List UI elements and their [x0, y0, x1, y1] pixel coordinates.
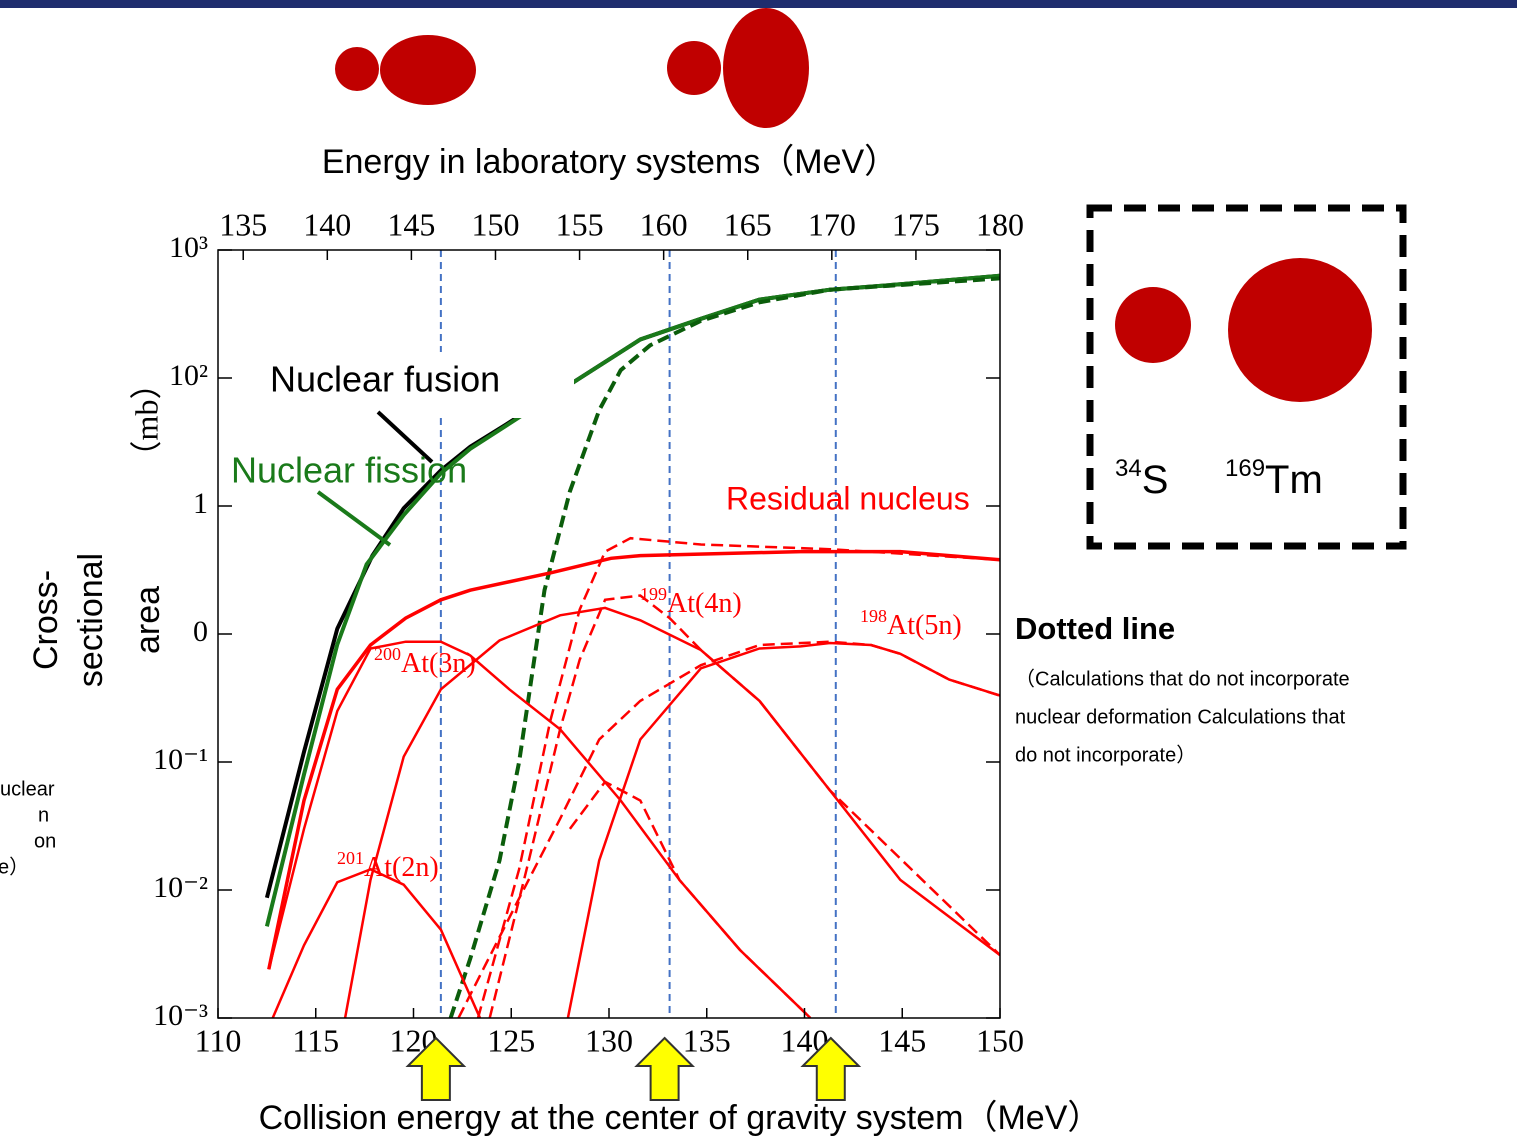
isotope-label: 199At(4n) — [640, 584, 742, 619]
mass-number: 201 — [337, 848, 364, 868]
isotope-name: At(2n) — [364, 852, 439, 883]
y-axis-title-part: Cross- — [27, 570, 65, 670]
x-axis-title: Collision energy at the center of gravit… — [259, 1099, 1102, 1137]
series-line — [269, 642, 811, 1018]
x2-tick-label: 150 — [471, 206, 519, 242]
x-tick-label: 145 — [878, 1022, 926, 1058]
isotope-name: At(4n) — [667, 588, 742, 619]
chart-title: Energy in laboratory systems（MeV） — [322, 143, 898, 181]
residual-label: Residual nucleus — [726, 480, 970, 516]
note-title: Dotted line — [1015, 611, 1175, 646]
nucleus-icon — [723, 8, 809, 128]
y-tick-label: 10⁻² — [153, 871, 208, 904]
pointer — [318, 492, 390, 545]
x2-tick-label: 170 — [808, 206, 856, 242]
element: S — [1142, 458, 1169, 502]
series-line — [568, 643, 1000, 1018]
cropped-line: uclear — [0, 778, 55, 800]
series-line — [459, 642, 1001, 1018]
nucleus-icon — [667, 41, 721, 95]
isotope-label: 201At(2n) — [337, 848, 439, 883]
x2-tick-label: 165 — [724, 206, 772, 242]
target-icon — [1228, 258, 1372, 402]
y-tick-label: 10⁻³ — [153, 999, 208, 1032]
isotope-label: 198At(5n) — [860, 606, 962, 641]
element: Tm — [1265, 458, 1323, 502]
series-line — [273, 869, 480, 1018]
y-tick-label: 10² — [169, 359, 208, 392]
isotope-label: 200At(3n) — [374, 644, 476, 679]
isotope-name: At(5n) — [887, 610, 962, 641]
nucleus-icon — [335, 47, 379, 91]
y-tick-label: 1 — [193, 487, 208, 520]
y-axis-title-part: （mb） — [128, 368, 164, 473]
y-tick-label: 10⁻¹ — [153, 743, 208, 776]
note-line: （Calculations that do not incorporate — [1015, 667, 1350, 690]
x-tick-label: 135 — [683, 1022, 731, 1058]
mass-number: 200 — [374, 644, 401, 664]
cropped-text: uclear n on e） — [0, 778, 56, 878]
mass-number: 34 — [1115, 455, 1142, 482]
x2-tick-label: 160 — [640, 206, 688, 242]
target-label: 169Tm — [1225, 455, 1323, 501]
series-line — [570, 782, 811, 1018]
y-tick-label: 10³ — [169, 231, 208, 264]
y-axis-title: Cross- sectional area （mb） — [27, 368, 167, 688]
x-tick-label: 125 — [487, 1022, 535, 1058]
y-axis-title-part: sectional — [72, 553, 110, 687]
cropped-line: e） — [0, 855, 29, 878]
cropped-line: n — [38, 804, 49, 826]
mass-number: 198 — [860, 606, 887, 626]
projectile-icon — [1115, 287, 1191, 363]
note-line: do not incorporate） — [1015, 743, 1196, 766]
isotope-name: At(3n) — [401, 648, 476, 679]
chart: Energy in laboratory systems（MeV） Collis… — [0, 0, 1517, 1143]
x2-tick-label: 140 — [303, 206, 351, 242]
x-tick-label: 115 — [292, 1022, 339, 1058]
nucleus-icon — [380, 35, 476, 105]
top-bar — [0, 0, 1517, 8]
fission-label: Nuclear fission — [231, 450, 467, 491]
mass-number: 199 — [640, 584, 667, 604]
cropped-line: on — [34, 830, 56, 852]
y-tick-label: 0 — [193, 615, 208, 648]
projectile-label: 34S — [1115, 455, 1168, 501]
note-line: nuclear deformation Calculations that — [1015, 706, 1346, 728]
fusion-label: Nuclear fusion — [270, 359, 500, 400]
x2-tick-label: 135 — [219, 206, 267, 242]
y-axis-title-part: area — [129, 586, 167, 654]
x2-tick-label: 180 — [976, 206, 1024, 242]
x-tick-label: 150 — [976, 1022, 1024, 1058]
x2-tick-label: 145 — [387, 206, 435, 242]
x2-tick-label: 155 — [556, 206, 604, 242]
mass-number: 169 — [1225, 455, 1265, 482]
x-tick-label: 130 — [585, 1022, 633, 1058]
x2-tick-label: 175 — [892, 206, 940, 242]
